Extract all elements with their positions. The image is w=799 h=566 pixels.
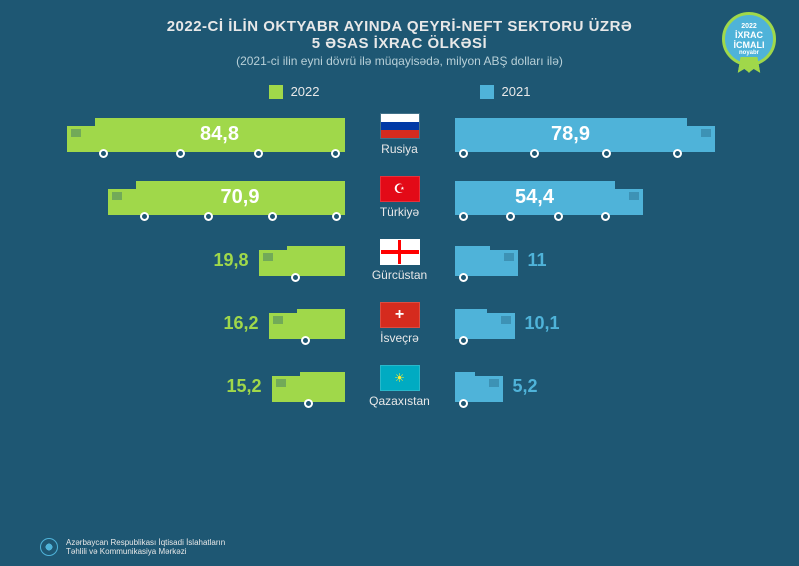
country-row: 16,2 + İsveçrə 10,1 <box>40 302 759 345</box>
subtitle: (2021-ci ilin eyni dövrü ilə müqayisədə,… <box>70 54 729 68</box>
value-label: 10,1 <box>525 313 560 334</box>
value-label: 70,9 <box>136 181 345 215</box>
value-label <box>297 309 345 339</box>
truck-icon <box>272 372 345 402</box>
footer-emblem-icon <box>40 538 58 556</box>
country-row: 15,2 ☀ Qazaxıstan 5,2 <box>40 365 759 408</box>
truck-icon: 84,8 <box>67 118 345 152</box>
side-2022: 19,8 <box>40 246 345 276</box>
value-label: 54,4 <box>455 181 615 215</box>
badge-year: 2022 <box>741 23 757 30</box>
badge-line2: İCMALI <box>734 40 765 50</box>
legend-swatch-2021 <box>480 85 494 99</box>
value-label: 19,8 <box>213 250 248 271</box>
value-label: 84,8 <box>95 118 345 152</box>
truck-icon <box>455 372 503 402</box>
header: 2022-Cİ İLİN OKTYABR AYINDA QEYRİ-NEFT S… <box>0 0 799 78</box>
value-label <box>300 372 345 402</box>
side-2021: 78,9 <box>455 118 760 152</box>
side-2021: 10,1 <box>455 309 760 339</box>
value-label <box>455 246 490 276</box>
side-2022: 84,8 <box>40 118 345 152</box>
value-label <box>455 372 475 402</box>
side-2022: 16,2 <box>40 309 345 339</box>
country-center: Gürcüstan <box>345 239 455 282</box>
country-name: Gürcüstan <box>345 268 455 282</box>
value-label <box>287 246 345 276</box>
value-label: 5,2 <box>513 376 538 397</box>
value-label: 16,2 <box>223 313 258 334</box>
badge-month: noyabr <box>739 50 759 56</box>
truck-icon: 78,9 <box>455 118 715 152</box>
legend-swatch-2022 <box>269 85 283 99</box>
country-name: Türkiyə <box>345 205 455 219</box>
side-2022: 15,2 <box>40 372 345 402</box>
value-label <box>455 309 487 339</box>
truck-icon: 70,9 <box>108 181 345 215</box>
value-label: 78,9 <box>455 118 687 152</box>
country-center: + İsveçrə <box>345 302 455 345</box>
footer-line2: Təhlili və Kommunikasiya Mərkəzi <box>66 547 225 556</box>
country-name: Qazaxıstan <box>345 394 455 408</box>
truck-icon <box>269 309 345 339</box>
country-row: 70,9 ☪ Türkiyə 54,4 <box>40 176 759 219</box>
truck-icon <box>455 246 518 276</box>
country-center: ☪ Türkiyə <box>345 176 455 219</box>
value-label: 11 <box>528 250 547 271</box>
country-row: 84,8 Rusiya 78,9 <box>40 113 759 156</box>
legend-2022: 2022 <box>269 84 320 99</box>
footer-line1: Azərbaycan Respublikası İqtisadi İslahat… <box>66 538 225 547</box>
footer: Azərbaycan Respublikası İqtisadi İslahat… <box>40 538 225 556</box>
title-line1: 2022-Cİ İLİN OKTYABR AYINDA QEYRİ-NEFT S… <box>70 18 729 35</box>
side-2021: 11 <box>455 246 760 276</box>
side-2022: 70,9 <box>40 181 345 215</box>
badge: 2022 İXRAC İCMALI noyabr <box>717 12 781 76</box>
country-name: İsveçrə <box>345 331 455 345</box>
value-label: 15,2 <box>226 376 261 397</box>
country-name: Rusiya <box>345 142 455 156</box>
badge-line1: İXRAC <box>735 30 763 40</box>
legend-label-2022: 2022 <box>291 84 320 99</box>
legend: 2022 2021 <box>0 84 799 99</box>
legend-label-2021: 2021 <box>502 84 531 99</box>
truck-icon <box>455 309 515 339</box>
chart-rows: 84,8 Rusiya 78,9 70,9 ☪ <box>0 113 799 408</box>
side-2021: 54,4 <box>455 181 760 215</box>
country-row: 19,8 Gürcüstan 11 <box>40 239 759 282</box>
side-2021: 5,2 <box>455 372 760 402</box>
country-center: Rusiya <box>345 113 455 156</box>
legend-2021: 2021 <box>480 84 531 99</box>
title-line2: 5 ƏSAS İXRAC ÖLKƏSİ <box>70 35 729 52</box>
truck-icon: 54,4 <box>455 181 643 215</box>
truck-icon <box>259 246 345 276</box>
country-center: ☀ Qazaxıstan <box>345 365 455 408</box>
